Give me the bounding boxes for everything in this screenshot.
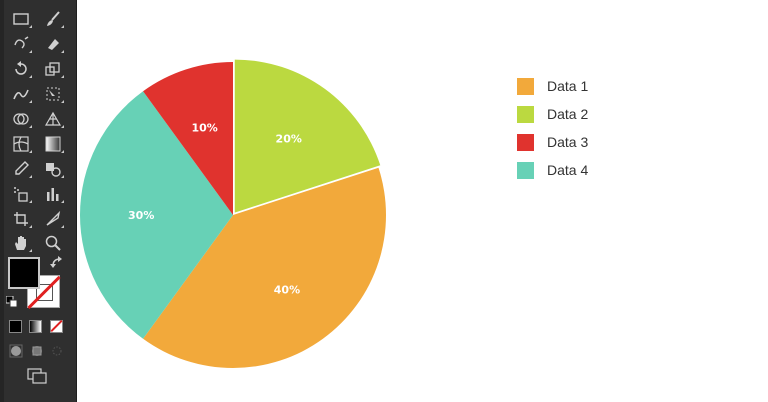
pie-slice-data-3[interactable]	[143, 62, 233, 215]
default-colors-icon[interactable]	[6, 296, 18, 308]
legend-swatch	[517, 161, 534, 179]
artboard-icon	[14, 212, 28, 226]
perspective-grid-icon	[44, 111, 62, 126]
legend-item: Data 1	[517, 76, 657, 96]
eyedropper-tool[interactable]	[8, 158, 34, 180]
draw-behind-icon[interactable]	[30, 344, 44, 358]
slice-icon	[46, 210, 61, 226]
artboard-canvas: 20% 40% 30% 10% Data 1 Data 2 Data 3 Data 4	[76, 0, 768, 402]
blend-icon	[46, 163, 61, 177]
blend-tool[interactable]	[40, 158, 66, 180]
free-transform-icon	[46, 87, 60, 101]
paintbrush-icon	[47, 11, 60, 26]
slice-label-data-2: 20%	[276, 132, 302, 145]
slice-label-data-4: 30%	[128, 209, 154, 222]
hand-tool[interactable]	[8, 232, 34, 254]
legend-label: Data 2	[547, 106, 589, 122]
legend-item: Data 2	[517, 104, 657, 124]
pie-slice-data-1[interactable]	[143, 167, 386, 368]
pie-slice-data-2[interactable]	[234, 59, 381, 213]
tools-panel	[0, 0, 77, 402]
screen-mode-icon[interactable]	[27, 368, 47, 384]
legend-item: Data 3	[517, 132, 657, 152]
draw-inside-icon[interactable]	[50, 344, 64, 358]
draw-normal-icon[interactable]	[9, 344, 23, 358]
paintbrush-tool[interactable]	[40, 8, 66, 30]
legend-label: Data 4	[547, 162, 589, 178]
shaper-tool[interactable]	[8, 33, 34, 55]
shaper-icon	[14, 36, 29, 49]
gradient-mode-button[interactable]	[29, 320, 42, 333]
symbol-sprayer-icon	[14, 187, 28, 202]
rectangle-tool[interactable]	[8, 8, 34, 30]
eraser-tool[interactable]	[40, 33, 66, 55]
swap-fill-stroke-icon[interactable]	[50, 256, 64, 270]
pie-chart: 20% 40% 30% 10%	[79, 59, 386, 368]
free-transform-tool[interactable]	[40, 83, 66, 105]
mesh-tool[interactable]	[8, 133, 34, 155]
slice-label-data-3: 10%	[191, 122, 217, 135]
legend-item: Data 4	[517, 160, 657, 180]
legend-label: Data 1	[547, 78, 589, 94]
none-mode-button[interactable]	[50, 320, 63, 333]
warp-tool[interactable]	[8, 83, 34, 105]
legend-swatch	[517, 105, 534, 123]
symbol-sprayer-tool[interactable]	[8, 183, 34, 205]
eraser-icon	[48, 39, 59, 50]
zoom-icon	[45, 235, 61, 251]
fill-color-swatch[interactable]	[8, 257, 40, 289]
column-graph-tool[interactable]	[40, 183, 66, 205]
gradient-tool[interactable]	[40, 133, 66, 155]
pie-slice-data-4[interactable]	[79, 91, 233, 339]
mesh-icon	[13, 136, 29, 152]
column-graph-icon	[47, 188, 59, 201]
scale-tool[interactable]	[40, 58, 66, 80]
shape-builder-tool[interactable]	[8, 108, 34, 130]
legend-swatch	[517, 77, 534, 95]
hand-icon	[15, 236, 26, 250]
slice-label-data-1: 40%	[274, 283, 300, 296]
slice-tool[interactable]	[40, 208, 66, 230]
warp-icon	[13, 89, 29, 100]
color-mode-button[interactable]	[9, 320, 22, 333]
scale-icon	[45, 62, 60, 76]
rotate-icon	[15, 61, 27, 75]
rotate-tool[interactable]	[8, 58, 34, 80]
zoom-tool[interactable]	[40, 232, 66, 254]
rectangle-icon	[13, 13, 29, 25]
shape-builder-icon	[13, 113, 29, 125]
legend-label: Data 3	[547, 134, 589, 150]
gradient-icon	[45, 136, 61, 152]
perspective-grid-tool[interactable]	[40, 108, 66, 130]
eyedropper-icon	[15, 161, 29, 175]
artboard-tool[interactable]	[8, 208, 34, 230]
stroke-inner-frame	[36, 284, 53, 301]
legend-swatch	[517, 133, 534, 151]
